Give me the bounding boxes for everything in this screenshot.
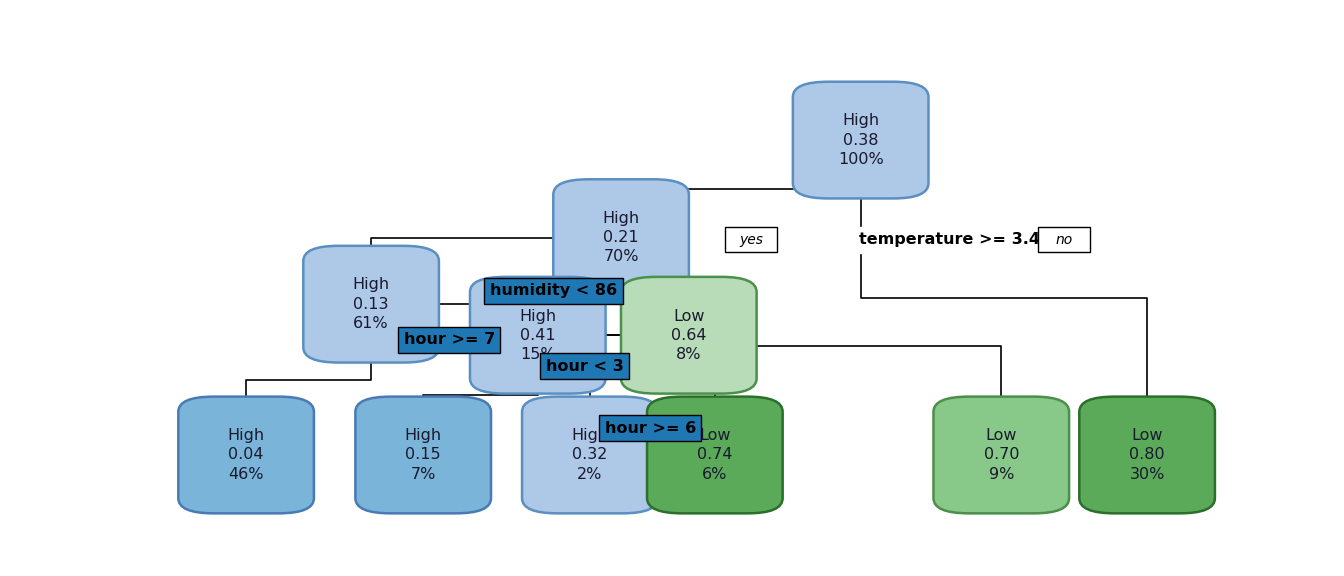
FancyBboxPatch shape (934, 397, 1068, 513)
Text: Low
0.64
8%: Low 0.64 8% (671, 309, 707, 362)
Text: High
0.04
46%: High 0.04 46% (227, 429, 265, 482)
Text: High
0.38
100%: High 0.38 100% (837, 113, 883, 167)
Text: humidity < 86: humidity < 86 (489, 283, 617, 298)
Text: hour >= 6: hour >= 6 (605, 421, 696, 436)
Text: hour < 3: hour < 3 (546, 359, 624, 374)
FancyBboxPatch shape (179, 397, 314, 513)
FancyBboxPatch shape (646, 397, 782, 513)
FancyBboxPatch shape (1079, 397, 1215, 513)
Text: Low
0.70
9%: Low 0.70 9% (984, 429, 1019, 482)
FancyBboxPatch shape (726, 228, 777, 252)
FancyBboxPatch shape (621, 277, 757, 393)
Text: temperature >= 3.4: temperature >= 3.4 (859, 232, 1040, 247)
Text: High
0.15
7%: High 0.15 7% (405, 429, 442, 482)
FancyBboxPatch shape (793, 82, 929, 199)
Text: Low
0.74
6%: Low 0.74 6% (698, 429, 732, 482)
FancyBboxPatch shape (554, 179, 689, 296)
Text: Low
0.80
30%: Low 0.80 30% (1129, 429, 1165, 482)
Text: High
0.41
15%: High 0.41 15% (519, 309, 556, 362)
FancyBboxPatch shape (355, 397, 491, 513)
Text: High
0.32
2%: High 0.32 2% (571, 429, 609, 482)
FancyBboxPatch shape (304, 246, 439, 362)
FancyBboxPatch shape (1038, 228, 1090, 252)
Text: High
0.13
61%: High 0.13 61% (352, 278, 390, 331)
Text: hour >= 7: hour >= 7 (403, 332, 495, 347)
FancyBboxPatch shape (470, 277, 606, 393)
Text: yes: yes (739, 233, 763, 247)
FancyBboxPatch shape (521, 397, 657, 513)
Text: no: no (1055, 233, 1073, 247)
Text: High
0.21
70%: High 0.21 70% (602, 211, 640, 264)
